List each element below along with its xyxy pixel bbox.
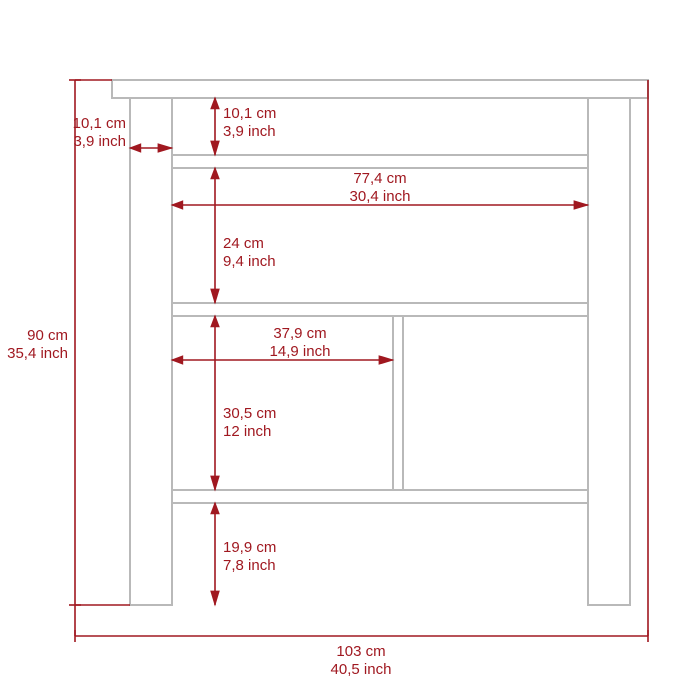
dim-half-width-in: 14,9 inch (270, 343, 331, 360)
dim-top-gap-cm: 10,1 cm (223, 105, 276, 122)
dim-inner-width-cm: 77,4 cm (353, 170, 406, 187)
dim-overall-height: 90 cm 35,4 inch (7, 80, 130, 605)
dim-foot-gap-cm: 19,9 cm (223, 539, 276, 556)
dim-overall-height-cm: 90 cm (27, 327, 68, 344)
dim-shelf-gap-2: 30,5 cm 12 inch (215, 316, 276, 490)
dim-overall-width-in: 40,5 inch (331, 661, 392, 678)
dim-overall-height-in: 35,4 inch (7, 345, 68, 362)
dim-overall-width-cm: 103 cm (336, 643, 385, 660)
dimension-diagram: 90 cm 35,4 inch 103 cm 40,5 inch 10,1 cm… (0, 0, 700, 700)
dim-half-width-cm: 37,9 cm (273, 325, 326, 342)
dim-shelf-gap-1-cm: 24 cm (223, 235, 264, 252)
dim-top-gap-in: 3,9 inch (223, 123, 276, 140)
dim-leg-width-in: 3,9 inch (73, 133, 126, 150)
dim-shelf-gap-2-in: 12 inch (223, 423, 271, 440)
dim-inner-width: 77,4 cm 30,4 inch (172, 170, 588, 205)
dim-half-width: 37,9 cm 14,9 inch (172, 325, 393, 360)
dim-foot-gap: 19,9 cm 7,8 inch (215, 503, 276, 605)
dim-leg-width-cm: 10,1 cm (73, 115, 126, 132)
dim-shelf-gap-1: 24 cm 9,4 inch (215, 168, 276, 303)
furniture-outline (112, 80, 648, 605)
dim-foot-gap-in: 7,8 inch (223, 557, 276, 574)
dim-top-gap: 10,1 cm 3,9 inch (215, 98, 276, 155)
dim-leg-width: 10,1 cm 3,9 inch (73, 115, 172, 150)
dim-inner-width-in: 30,4 inch (350, 188, 411, 205)
dim-shelf-gap-2-cm: 30,5 cm (223, 405, 276, 422)
dim-shelf-gap-1-in: 9,4 inch (223, 253, 276, 270)
